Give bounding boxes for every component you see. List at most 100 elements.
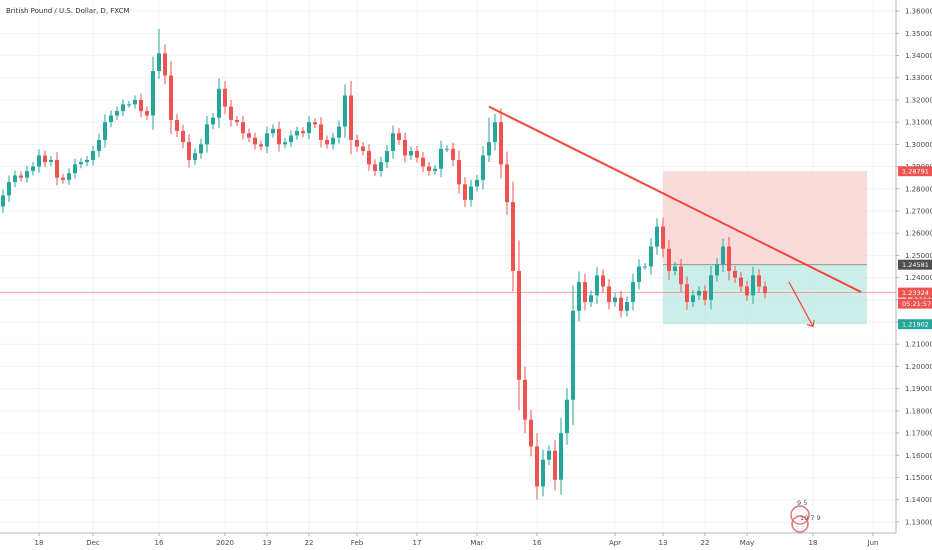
candle-body[interactable] xyxy=(727,246,731,271)
candle-body[interactable] xyxy=(685,284,689,303)
candle-body[interactable] xyxy=(103,122,107,140)
candle-body[interactable] xyxy=(205,124,209,145)
candle-body[interactable] xyxy=(337,126,341,138)
candle-body[interactable] xyxy=(229,106,233,120)
candle-body[interactable] xyxy=(217,88,221,118)
candle-body[interactable] xyxy=(553,450,557,480)
candle-body[interactable] xyxy=(601,275,605,287)
candle-body[interactable] xyxy=(409,151,413,156)
candle-body[interactable] xyxy=(193,153,197,160)
candlestick-series[interactable] xyxy=(1,28,767,500)
candle-body[interactable] xyxy=(97,139,101,152)
candle-body[interactable] xyxy=(43,155,47,163)
candle-body[interactable] xyxy=(523,379,527,420)
candle-body[interactable] xyxy=(31,166,35,172)
candle-body[interactable] xyxy=(457,159,461,185)
candle-body[interactable] xyxy=(529,419,533,447)
candle-body[interactable] xyxy=(259,144,263,147)
candle-body[interactable] xyxy=(547,450,551,460)
candle-body[interactable] xyxy=(667,248,671,271)
candle-body[interactable] xyxy=(415,151,419,158)
candle-body[interactable] xyxy=(421,157,425,167)
candle-body[interactable] xyxy=(463,184,467,200)
candle-body[interactable] xyxy=(637,266,641,283)
candle-body[interactable] xyxy=(289,135,293,143)
candle-body[interactable] xyxy=(481,155,485,180)
candle-body[interactable] xyxy=(631,282,635,303)
candle-body[interactable] xyxy=(175,119,179,132)
candle-body[interactable] xyxy=(751,275,755,296)
candle-body[interactable] xyxy=(499,122,503,165)
candle-body[interactable] xyxy=(73,164,77,174)
candle-body[interactable] xyxy=(691,295,695,303)
candle-body[interactable] xyxy=(91,151,95,160)
candle-body[interactable] xyxy=(385,151,389,163)
candle-body[interactable] xyxy=(163,53,167,76)
candle-body[interactable] xyxy=(709,275,713,300)
candle-body[interactable] xyxy=(265,133,269,147)
candle-body[interactable] xyxy=(271,128,275,134)
candle-body[interactable] xyxy=(307,122,311,134)
candle-body[interactable] xyxy=(199,144,203,154)
candle-body[interactable] xyxy=(697,290,701,296)
candle-body[interactable] xyxy=(745,286,749,296)
time-axis[interactable]: 18 Dec 16 2020 13 22 Feb 17 Mar 16 Apr 13 22 May 18 Jun xyxy=(35,533,879,547)
candle-body[interactable] xyxy=(577,282,581,311)
candle-body[interactable] xyxy=(565,399,569,434)
candle-body[interactable] xyxy=(703,290,707,300)
candle-body[interactable] xyxy=(253,137,257,145)
candle-body[interactable] xyxy=(535,446,539,487)
candle-body[interactable] xyxy=(85,159,89,163)
candle-body[interactable] xyxy=(403,139,407,156)
candle-body[interactable] xyxy=(181,131,185,143)
candle-body[interactable] xyxy=(445,148,449,150)
candle-body[interactable] xyxy=(619,297,623,311)
candle-body[interactable] xyxy=(139,99,143,112)
candle-body[interactable] xyxy=(283,142,287,145)
candle-body[interactable] xyxy=(475,179,479,187)
candle-body[interactable] xyxy=(511,202,515,271)
candle-body[interactable] xyxy=(355,139,359,147)
candle-body[interactable] xyxy=(439,148,443,169)
candle-body[interactable] xyxy=(301,131,305,134)
trendline[interactable] xyxy=(488,105,862,293)
candle-body[interactable] xyxy=(763,286,767,294)
candle-body[interactable] xyxy=(313,122,317,125)
candle-body[interactable] xyxy=(37,155,41,167)
candle-body[interactable] xyxy=(757,275,761,287)
candle-body[interactable] xyxy=(373,164,377,172)
candle-body[interactable] xyxy=(169,75,173,120)
candle-body[interactable] xyxy=(379,162,383,172)
candle-body[interactable] xyxy=(517,270,521,380)
candle-body[interactable] xyxy=(661,226,665,249)
candle-body[interactable] xyxy=(49,159,53,163)
candle-body[interactable] xyxy=(733,270,737,278)
candle-body[interactable] xyxy=(427,166,431,172)
candle-body[interactable] xyxy=(151,71,155,116)
candle-body[interactable] xyxy=(613,297,617,303)
price-axis[interactable]: 1.13000 1.14000 1.15000 1.16000 1.17000 1.180… xyxy=(896,8,932,527)
candle-body[interactable] xyxy=(145,111,149,116)
candle-body[interactable] xyxy=(1,195,5,207)
candle-body[interactable] xyxy=(607,286,611,303)
candle-body[interactable] xyxy=(277,128,281,145)
candle-body[interactable] xyxy=(541,459,545,487)
candle-body[interactable] xyxy=(715,264,719,276)
forecast-arrow[interactable] xyxy=(788,281,815,328)
candle-body[interactable] xyxy=(187,142,191,160)
candle-body[interactable] xyxy=(79,162,83,165)
candle-body[interactable] xyxy=(559,433,563,480)
candle-body[interactable] xyxy=(397,133,401,140)
candle-body[interactable] xyxy=(19,175,23,178)
candle-body[interactable] xyxy=(595,275,599,296)
candle-body[interactable] xyxy=(325,139,329,145)
candle-body[interactable] xyxy=(211,117,215,125)
candle-body[interactable] xyxy=(469,186,473,200)
candle-body[interactable] xyxy=(649,246,653,267)
candle-body[interactable] xyxy=(55,159,59,178)
candle-body[interactable] xyxy=(433,168,437,172)
candle-body[interactable] xyxy=(343,95,347,127)
candle-body[interactable] xyxy=(721,246,725,265)
candle-body[interactable] xyxy=(247,133,251,138)
